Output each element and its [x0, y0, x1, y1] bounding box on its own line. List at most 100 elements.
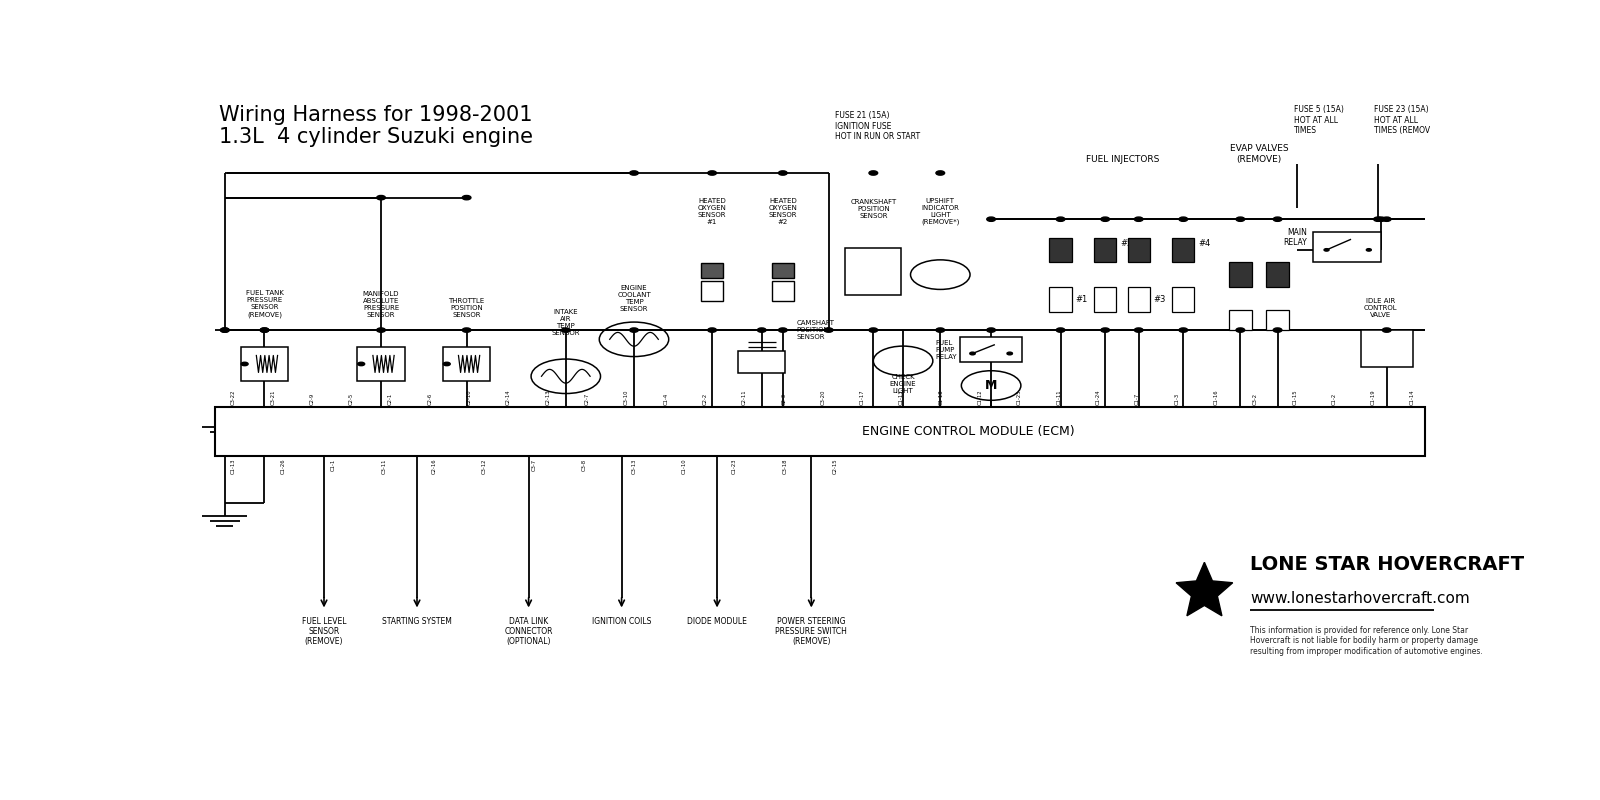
Text: C1-15: C1-15 [1293, 389, 1298, 405]
Text: C2-16: C2-16 [432, 459, 437, 474]
Bar [1229, 310, 1251, 330]
Text: C3-18: C3-18 [782, 459, 787, 474]
Circle shape [869, 171, 878, 175]
Circle shape [1101, 217, 1109, 222]
Text: C1-3: C1-3 [1174, 393, 1179, 405]
Circle shape [1006, 352, 1013, 355]
Text: C2-3: C2-3 [781, 393, 786, 405]
Bar [960, 338, 1022, 362]
Bar [1173, 287, 1195, 311]
Circle shape [630, 328, 638, 332]
Text: C3-12: C3-12 [482, 459, 486, 474]
Bar [1094, 287, 1117, 311]
Circle shape [707, 328, 717, 332]
Text: C1-19: C1-19 [1371, 389, 1376, 405]
Bar [1314, 232, 1381, 262]
Text: C3-22: C3-22 [230, 389, 235, 405]
Text: #3: #3 [1154, 294, 1166, 304]
Circle shape [1134, 328, 1142, 332]
Text: C1-7: C1-7 [1134, 392, 1141, 405]
Circle shape [936, 171, 944, 175]
Bar [701, 281, 723, 301]
Circle shape [562, 328, 570, 332]
Bar [701, 262, 723, 278]
Bar [1267, 310, 1288, 330]
Circle shape [221, 328, 229, 332]
Bar [214, 407, 1426, 456]
Text: M: M [986, 379, 997, 392]
Text: C1-25: C1-25 [1018, 389, 1022, 405]
Bar [738, 351, 786, 373]
Circle shape [987, 328, 995, 332]
Text: FUEL LEVEL
SENSOR
(REMOVE): FUEL LEVEL SENSOR (REMOVE) [302, 617, 346, 646]
Text: C2-1: C2-1 [389, 392, 394, 405]
Circle shape [1325, 249, 1330, 251]
Text: C1-4: C1-4 [664, 392, 669, 405]
Text: C3-7: C3-7 [531, 459, 536, 471]
Text: C2-10: C2-10 [467, 389, 472, 405]
Circle shape [1382, 328, 1390, 332]
Circle shape [1237, 328, 1245, 332]
Text: FUSE 23 (15A)
HOT AT ALL
TIMES (REMOV: FUSE 23 (15A) HOT AT ALL TIMES (REMOV [1374, 106, 1430, 135]
Text: C1-10: C1-10 [682, 459, 686, 474]
Text: C1-24: C1-24 [1096, 389, 1101, 405]
Text: HEATED
OXYGEN
SENSOR
#1: HEATED OXYGEN SENSOR #1 [698, 198, 726, 226]
Text: DIODE MODULE: DIODE MODULE [686, 617, 747, 626]
Bar [1050, 238, 1072, 262]
Bar [1173, 238, 1195, 262]
Text: FUEL INJECTORS: FUEL INJECTORS [1086, 154, 1160, 164]
Circle shape [1274, 328, 1282, 332]
Text: EVAP VALVES
(REMOVE): EVAP VALVES (REMOVE) [1230, 144, 1288, 164]
Text: C1-12: C1-12 [978, 389, 982, 405]
Circle shape [242, 362, 248, 366]
Circle shape [376, 195, 386, 200]
Text: C3-8: C3-8 [582, 459, 587, 471]
Circle shape [221, 328, 229, 332]
Bar [1050, 287, 1072, 311]
Circle shape [970, 352, 976, 355]
Text: C2-7: C2-7 [584, 392, 590, 405]
Circle shape [779, 328, 787, 332]
Text: MANIFOLD
ABSOLUTE
PRESSURE
SENSOR: MANIFOLD ABSOLUTE PRESSURE SENSOR [363, 290, 400, 318]
Text: C2-5: C2-5 [349, 392, 354, 405]
Text: FUSE 5 (15A)
HOT AT ALL
TIMES: FUSE 5 (15A) HOT AT ALL TIMES [1294, 106, 1344, 135]
Text: C3-20: C3-20 [821, 389, 826, 405]
Bar [1360, 330, 1413, 367]
Text: IGNITION COILS: IGNITION COILS [592, 617, 651, 626]
Text: C1-17: C1-17 [859, 389, 866, 405]
Text: ENGINE
COOLANT
TEMP
SENSOR: ENGINE COOLANT TEMP SENSOR [618, 285, 651, 311]
Text: MAIN
RELAY: MAIN RELAY [1283, 228, 1307, 247]
Bar [771, 281, 794, 301]
Text: UPSHIFT
INDICATOR
LIGHT
(REMOVE*): UPSHIFT INDICATOR LIGHT (REMOVE*) [922, 198, 960, 226]
Text: C2-2: C2-2 [702, 392, 707, 405]
Text: THROTTLE
POSITION
SENSOR: THROTTLE POSITION SENSOR [448, 298, 485, 318]
Text: www.lonestarhovercraft.com: www.lonestarhovercraft.com [1250, 590, 1470, 606]
Circle shape [779, 171, 787, 175]
Text: C2-11: C2-11 [742, 389, 747, 405]
Circle shape [376, 328, 386, 332]
Bar [1128, 238, 1150, 262]
Text: Wiring Harness for 1998-2001: Wiring Harness for 1998-2001 [219, 106, 533, 126]
Circle shape [462, 195, 470, 200]
Text: DATA LINK
CONNECTOR
(OPTIONAL): DATA LINK CONNECTOR (OPTIONAL) [504, 617, 554, 646]
Circle shape [1382, 217, 1390, 222]
Circle shape [1179, 217, 1187, 222]
Text: POWER STEERING
PRESSURE SWITCH
(REMOVE): POWER STEERING PRESSURE SWITCH (REMOVE) [776, 617, 848, 646]
Text: C3-2: C3-2 [1253, 393, 1258, 405]
Bar [1267, 262, 1288, 287]
Text: #1: #1 [1075, 294, 1088, 304]
Text: C2-6: C2-6 [427, 392, 432, 405]
Text: LONE STAR HOVERCRAFT: LONE STAR HOVERCRAFT [1250, 554, 1525, 574]
Text: INTAKE
AIR
TEMP
SENSOR: INTAKE AIR TEMP SENSOR [552, 310, 581, 336]
Bar [845, 249, 901, 294]
Text: C3-21: C3-21 [270, 389, 275, 405]
Circle shape [1179, 328, 1187, 332]
Text: C1-13: C1-13 [899, 389, 904, 405]
Circle shape [1134, 217, 1142, 222]
Text: 1.3L  4 cylinder Suzuki engine: 1.3L 4 cylinder Suzuki engine [219, 127, 533, 147]
Text: C2-13: C2-13 [546, 389, 550, 405]
Circle shape [1056, 328, 1066, 332]
Text: FUEL
PUMP
RELAY: FUEL PUMP RELAY [936, 340, 957, 360]
Circle shape [869, 328, 878, 332]
Text: C1-16: C1-16 [1214, 389, 1219, 405]
